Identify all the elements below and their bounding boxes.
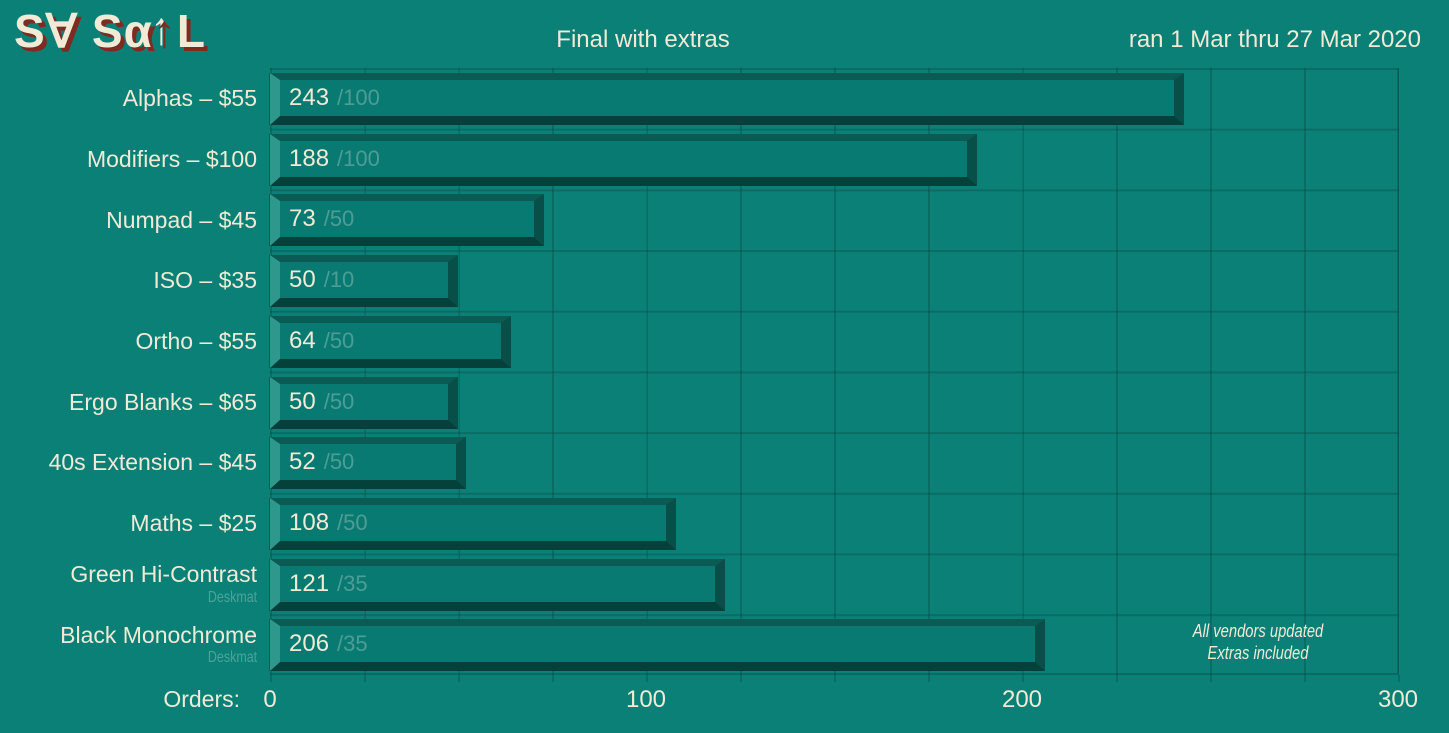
category-name: ISO – $35 — [153, 267, 257, 294]
category-label: Green Hi-Contrast Deskmat — [0, 554, 270, 615]
chart-row: Ergo Blanks – $65 50/50 — [0, 372, 1449, 433]
category-sublabel: Deskmat — [207, 588, 257, 606]
bar-value-text: 50/10 — [280, 262, 448, 298]
chart-row: Modifiers – $100 188/100 — [0, 129, 1449, 190]
category-name: 40s Extension – $45 — [48, 449, 257, 476]
bar-value-text: 121/35 — [280, 566, 715, 602]
brand-logo: S∀ Sα↑L — [14, 4, 206, 58]
footer-note-line1: All vendors updated — [1192, 621, 1324, 641]
category-label: ISO – $35 — [0, 250, 270, 311]
chart-row: Green Hi-Contrast Deskmat 121/35 — [0, 554, 1449, 615]
chart-row: Numpad – $45 73/50 — [0, 189, 1449, 250]
order-count: 121 — [289, 569, 330, 597]
category-sublabel: Deskmat — [207, 649, 257, 667]
chart-row: Maths – $25 108/50 — [0, 493, 1449, 554]
order-minimum: /50 — [323, 327, 355, 353]
category-name: Maths – $25 — [130, 510, 257, 537]
category-label: Ergo Blanks – $65 — [0, 372, 270, 433]
order-minimum: /50 — [323, 449, 355, 475]
category-label: Black Monochrome Deskmat — [0, 614, 270, 675]
category-label: Ortho – $55 — [0, 311, 270, 372]
order-count: 73 — [289, 205, 316, 233]
category-name: Numpad – $45 — [106, 206, 257, 233]
x-axis-label: Orders: — [163, 686, 240, 712]
order-minimum: /50 — [323, 206, 355, 232]
bar-value-text: 188/100 — [280, 141, 967, 177]
order-minimum: /100 — [337, 145, 380, 171]
chart-row: ISO – $35 50/10 — [0, 250, 1449, 311]
footer-note: All vendors updated Extras included — [1193, 620, 1323, 664]
category-name: Ortho – $55 — [135, 327, 257, 354]
x-tick-label: 200 — [1001, 686, 1043, 713]
category-label: Modifiers – $100 — [0, 129, 270, 190]
order-minimum: /100 — [337, 85, 380, 110]
category-name: Modifiers – $100 — [86, 145, 257, 172]
order-bar: 73/50 — [270, 194, 544, 247]
order-count: 50 — [289, 387, 316, 415]
chart-title: Final with extras — [556, 26, 730, 53]
x-tick-label: 300 — [1377, 686, 1419, 713]
category-name: Alphas – $55 — [122, 85, 257, 112]
order-minimum: /10 — [323, 267, 355, 293]
logo-text-suffix: L — [176, 5, 206, 57]
chart-row: Black Monochrome Deskmat 206/35 — [0, 614, 1449, 675]
order-count: 64 — [289, 326, 316, 354]
bar-value-text: 206/35 — [280, 626, 1035, 662]
chart-row: Ortho – $55 64/50 — [0, 311, 1449, 372]
order-count: 108 — [289, 508, 330, 536]
order-count: 188 — [289, 144, 330, 172]
logo-text: S∀ Sα — [14, 5, 153, 57]
x-tick-label: 0 — [263, 686, 277, 713]
order-minimum: /50 — [323, 388, 355, 414]
category-name: Ergo Blanks – $65 — [69, 388, 257, 415]
order-minimum: /50 — [337, 509, 368, 535]
order-bar: 206/35 — [270, 619, 1045, 672]
logo-arrow-icon: ↑ — [152, 5, 177, 57]
order-bar: 121/35 — [270, 558, 725, 611]
category-label: Numpad – $45 — [0, 189, 270, 250]
bar-value-text: 108/50 — [280, 505, 666, 541]
bar-value-text: 50/50 — [280, 384, 448, 420]
order-bar: 243/100 — [270, 73, 1184, 125]
chart-row: Alphas – $55 243/100 — [0, 68, 1449, 129]
order-count: 50 — [289, 266, 316, 294]
order-count: 206 — [289, 630, 330, 658]
order-bar: 64/50 — [270, 315, 511, 368]
order-count: 243 — [289, 84, 330, 111]
chart-row: 40s Extension – $45 52/50 — [0, 432, 1449, 493]
footer-note-line2: Extras included — [1207, 643, 1309, 663]
x-tick-label: 100 — [625, 686, 667, 713]
axis-tick-marks — [270, 675, 1401, 682]
bar-value-text: 243/100 — [280, 80, 1174, 116]
bar-value-text: 64/50 — [280, 323, 501, 359]
order-minimum: /35 — [337, 631, 368, 657]
date-range: ran 1 Mar thru 27 Mar 2020 — [1128, 26, 1421, 53]
category-name: Green Hi-Contrast — [70, 561, 257, 588]
bar-value-text: 52/50 — [280, 444, 456, 480]
order-minimum: /35 — [337, 570, 368, 596]
order-bar: 52/50 — [270, 437, 466, 490]
category-label: 40s Extension – $45 — [0, 432, 270, 493]
category-name: Black Monochrome — [60, 621, 257, 648]
order-bar: 188/100 — [270, 133, 977, 186]
order-bar: 50/50 — [270, 376, 458, 429]
category-label: Maths – $25 — [0, 493, 270, 554]
order-bar: 108/50 — [270, 497, 676, 550]
order-count: 52 — [289, 448, 316, 476]
category-label: Alphas – $55 — [0, 68, 270, 129]
order-bar: 50/10 — [270, 255, 458, 308]
bar-value-text: 73/50 — [280, 201, 534, 237]
